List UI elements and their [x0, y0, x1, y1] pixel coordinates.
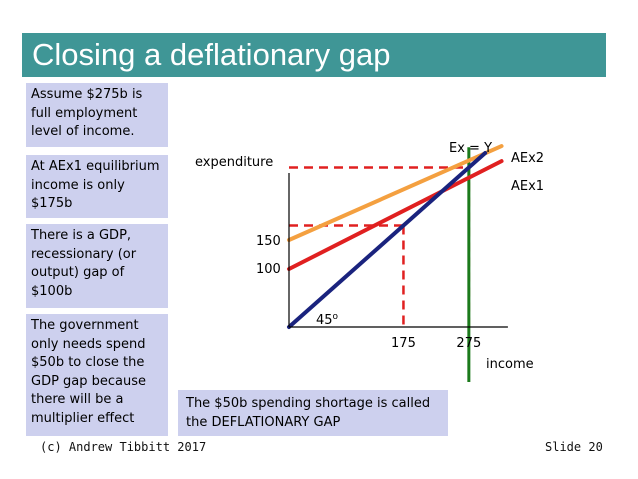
x-tick-label-275: 275 — [456, 336, 481, 351]
footer-credit: (c) Andrew Tibbitt 2017 — [40, 440, 207, 454]
ex-equals-y-label: Ex = Y — [449, 141, 492, 156]
x-axis-label: income — [486, 357, 534, 372]
y-tick-label-100: 100 — [256, 262, 281, 277]
note-government-spend: The government only needs spend $50b to … — [26, 314, 168, 436]
aex1-label: AEx1 — [511, 179, 544, 194]
note-equilibrium: At AEx1 equilibrium income is only $175b — [26, 155, 168, 218]
slide-title: Closing a deflationary gap — [32, 37, 391, 72]
note-full-employment: Assume $275b is full employment level of… — [26, 83, 168, 147]
note-gdp-gap: There is a GDP, recessionary (or output)… — [26, 224, 168, 308]
x-tick-label-175: 175 — [391, 336, 416, 351]
footer-slide-number: Slide 20 — [545, 440, 603, 454]
title-bar: Closing a deflationary gap — [22, 33, 606, 77]
aex2-line — [287, 144, 504, 242]
aex2-label: AEx2 — [511, 151, 544, 166]
y-tick-label-150: 150 — [256, 234, 281, 249]
aex1-line — [287, 159, 504, 271]
note-deflationary-gap: The $50b spending shortage is called the… — [178, 390, 448, 436]
angle-45-label: 45o — [316, 312, 339, 328]
y-axis-label: expenditure — [195, 155, 273, 170]
ex-equals-y-line — [287, 151, 488, 329]
